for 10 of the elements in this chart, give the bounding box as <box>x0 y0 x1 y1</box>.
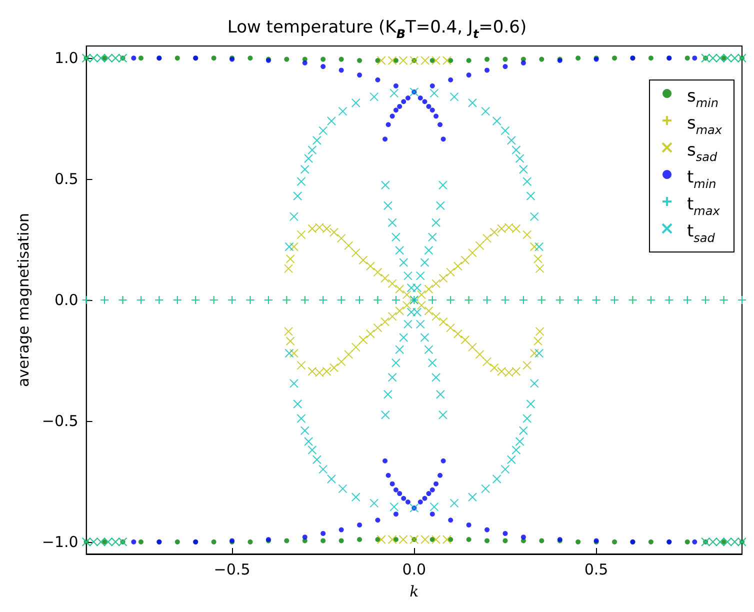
x-tick-label: 0.5 <box>584 560 608 578</box>
x-tick-label: −0.5 <box>214 560 250 578</box>
y-tick-label: 0.5 <box>54 170 78 188</box>
y-tick-label: 0.0 <box>54 291 78 309</box>
x-tick-label: 0.0 <box>402 560 426 578</box>
y-tick-label: −0.5 <box>42 412 78 430</box>
x-axis-title: k <box>410 582 419 600</box>
y-tick-label: 1.0 <box>54 49 78 68</box>
y-tick-label: −1.0 <box>42 532 78 551</box>
y-axis-title: average magnetisation <box>14 212 32 388</box>
